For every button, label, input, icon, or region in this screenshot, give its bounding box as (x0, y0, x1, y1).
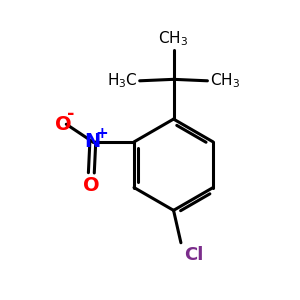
Text: CH$_3$: CH$_3$ (158, 29, 189, 47)
Text: CH$_3$: CH$_3$ (210, 71, 240, 90)
Text: H$_3$C: H$_3$C (107, 71, 137, 90)
Text: N: N (85, 132, 101, 152)
Text: Cl: Cl (184, 246, 203, 264)
Text: -: - (67, 105, 74, 123)
Text: O: O (83, 176, 100, 195)
Text: +: + (95, 126, 108, 141)
Text: O: O (55, 115, 72, 134)
